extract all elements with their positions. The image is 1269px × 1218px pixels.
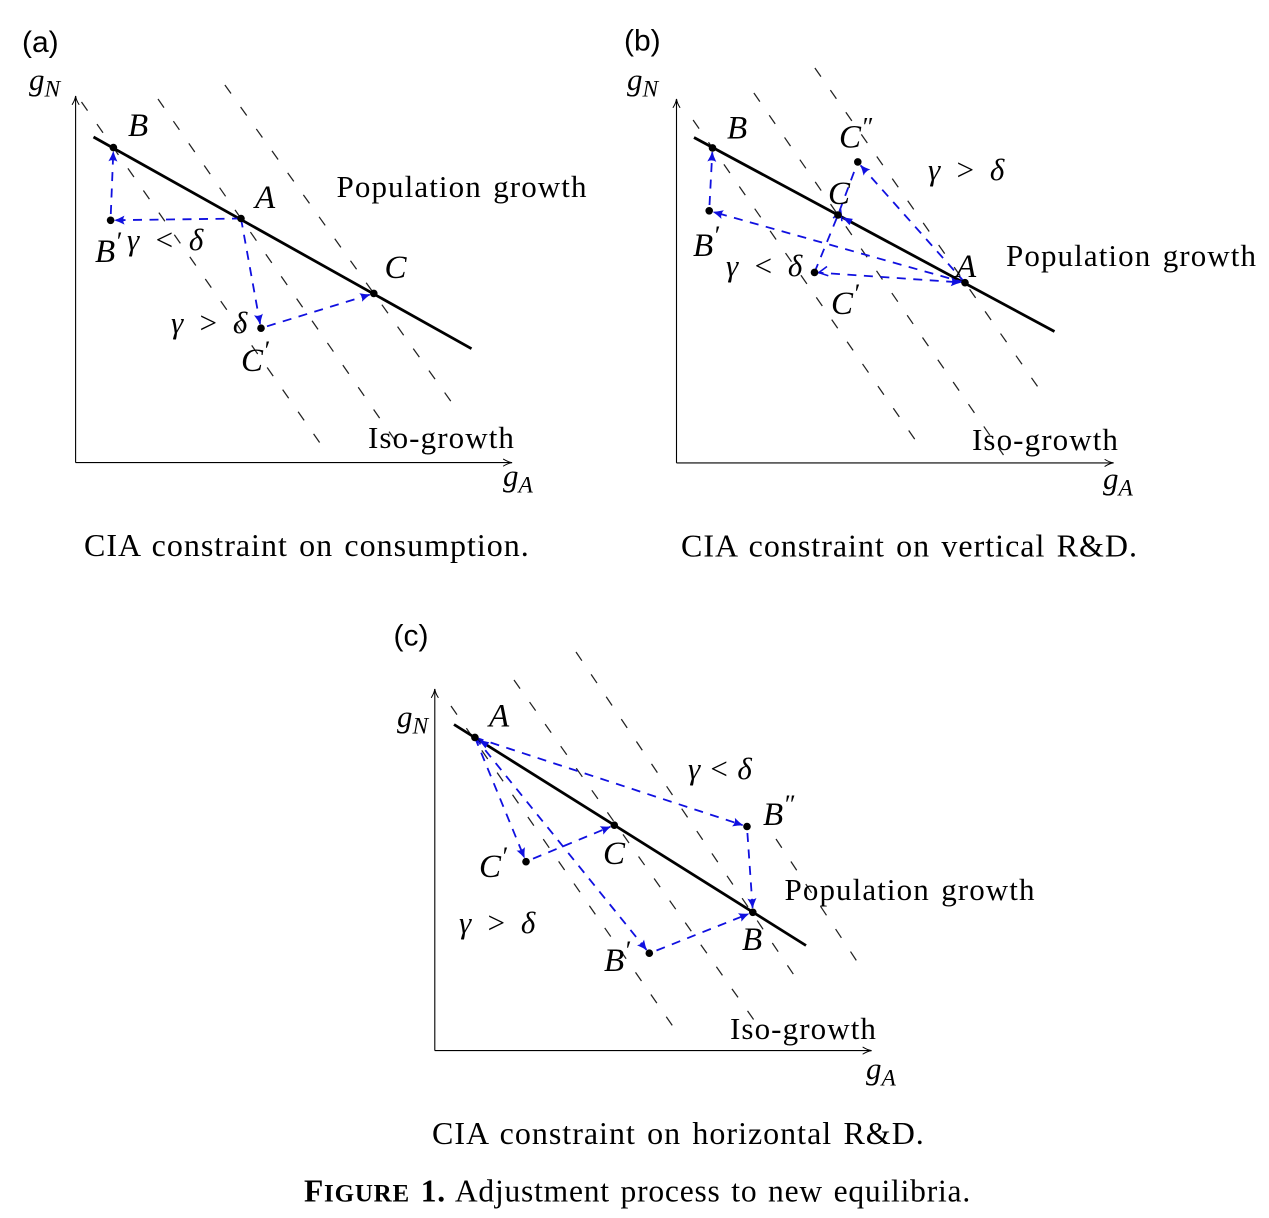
svg-text:gA: gA (866, 1051, 897, 1092)
svg-text:B′: B′ (604, 935, 631, 979)
svg-text:gN: gN (627, 62, 660, 103)
svg-text:γ > δ: γ > δ (171, 305, 249, 340)
svg-text:FIGURE 1. Adjustment process t: FIGURE 1. Adjustment process to new equi… (304, 1174, 971, 1209)
svg-text:gA: gA (1103, 461, 1134, 502)
svg-text:B″: B″ (763, 789, 795, 833)
svg-text:B: B (128, 108, 148, 144)
svg-text:B: B (727, 111, 747, 147)
svg-text:C″: C″ (839, 112, 873, 156)
svg-text:Population growth: Population growth (785, 872, 1036, 907)
svg-text:Population growth: Population growth (1006, 238, 1257, 273)
svg-text:CIA constraint on horizontal R: CIA constraint on horizontal R&D. (432, 1115, 925, 1151)
svg-text:Iso-growth: Iso-growth (972, 422, 1119, 457)
svg-text:B: B (742, 922, 762, 958)
svg-text:A: A (954, 249, 977, 285)
svg-text:CIA constraint on vertical R&D: CIA constraint on vertical R&D. (681, 528, 1138, 564)
svg-text:CIA constraint on consumption.: CIA constraint on consumption. (84, 527, 530, 563)
svg-text:γ > δ: γ > δ (928, 152, 1006, 187)
svg-text:gN: gN (29, 62, 62, 103)
svg-text:Iso-growth: Iso-growth (368, 420, 515, 455)
svg-text:C: C (828, 176, 851, 212)
svg-text:C′: C′ (241, 335, 270, 379)
svg-text:Iso-growth: Iso-growth (730, 1011, 877, 1046)
svg-text:C: C (385, 250, 408, 286)
svg-text:γ > δ: γ > δ (459, 905, 537, 940)
svg-text:B′: B′ (693, 220, 720, 264)
svg-text:γ < δ: γ < δ (127, 222, 205, 257)
svg-text:γ < δ: γ < δ (688, 751, 752, 786)
svg-text:γ < δ: γ < δ (726, 248, 804, 283)
svg-text:A: A (487, 699, 510, 735)
svg-text:gN: gN (397, 699, 430, 740)
svg-text:(a): (a) (22, 26, 59, 59)
svg-text:B′: B′ (95, 226, 122, 270)
svg-text:(c): (c) (394, 620, 429, 653)
svg-text:Population growth: Population growth (337, 169, 588, 204)
svg-text:A: A (253, 180, 276, 216)
svg-text:C′: C′ (479, 841, 508, 885)
svg-text:C: C (603, 836, 626, 872)
svg-text:C′: C′ (831, 278, 860, 322)
svg-text:gA: gA (503, 458, 534, 499)
svg-text:(b): (b) (624, 25, 661, 58)
